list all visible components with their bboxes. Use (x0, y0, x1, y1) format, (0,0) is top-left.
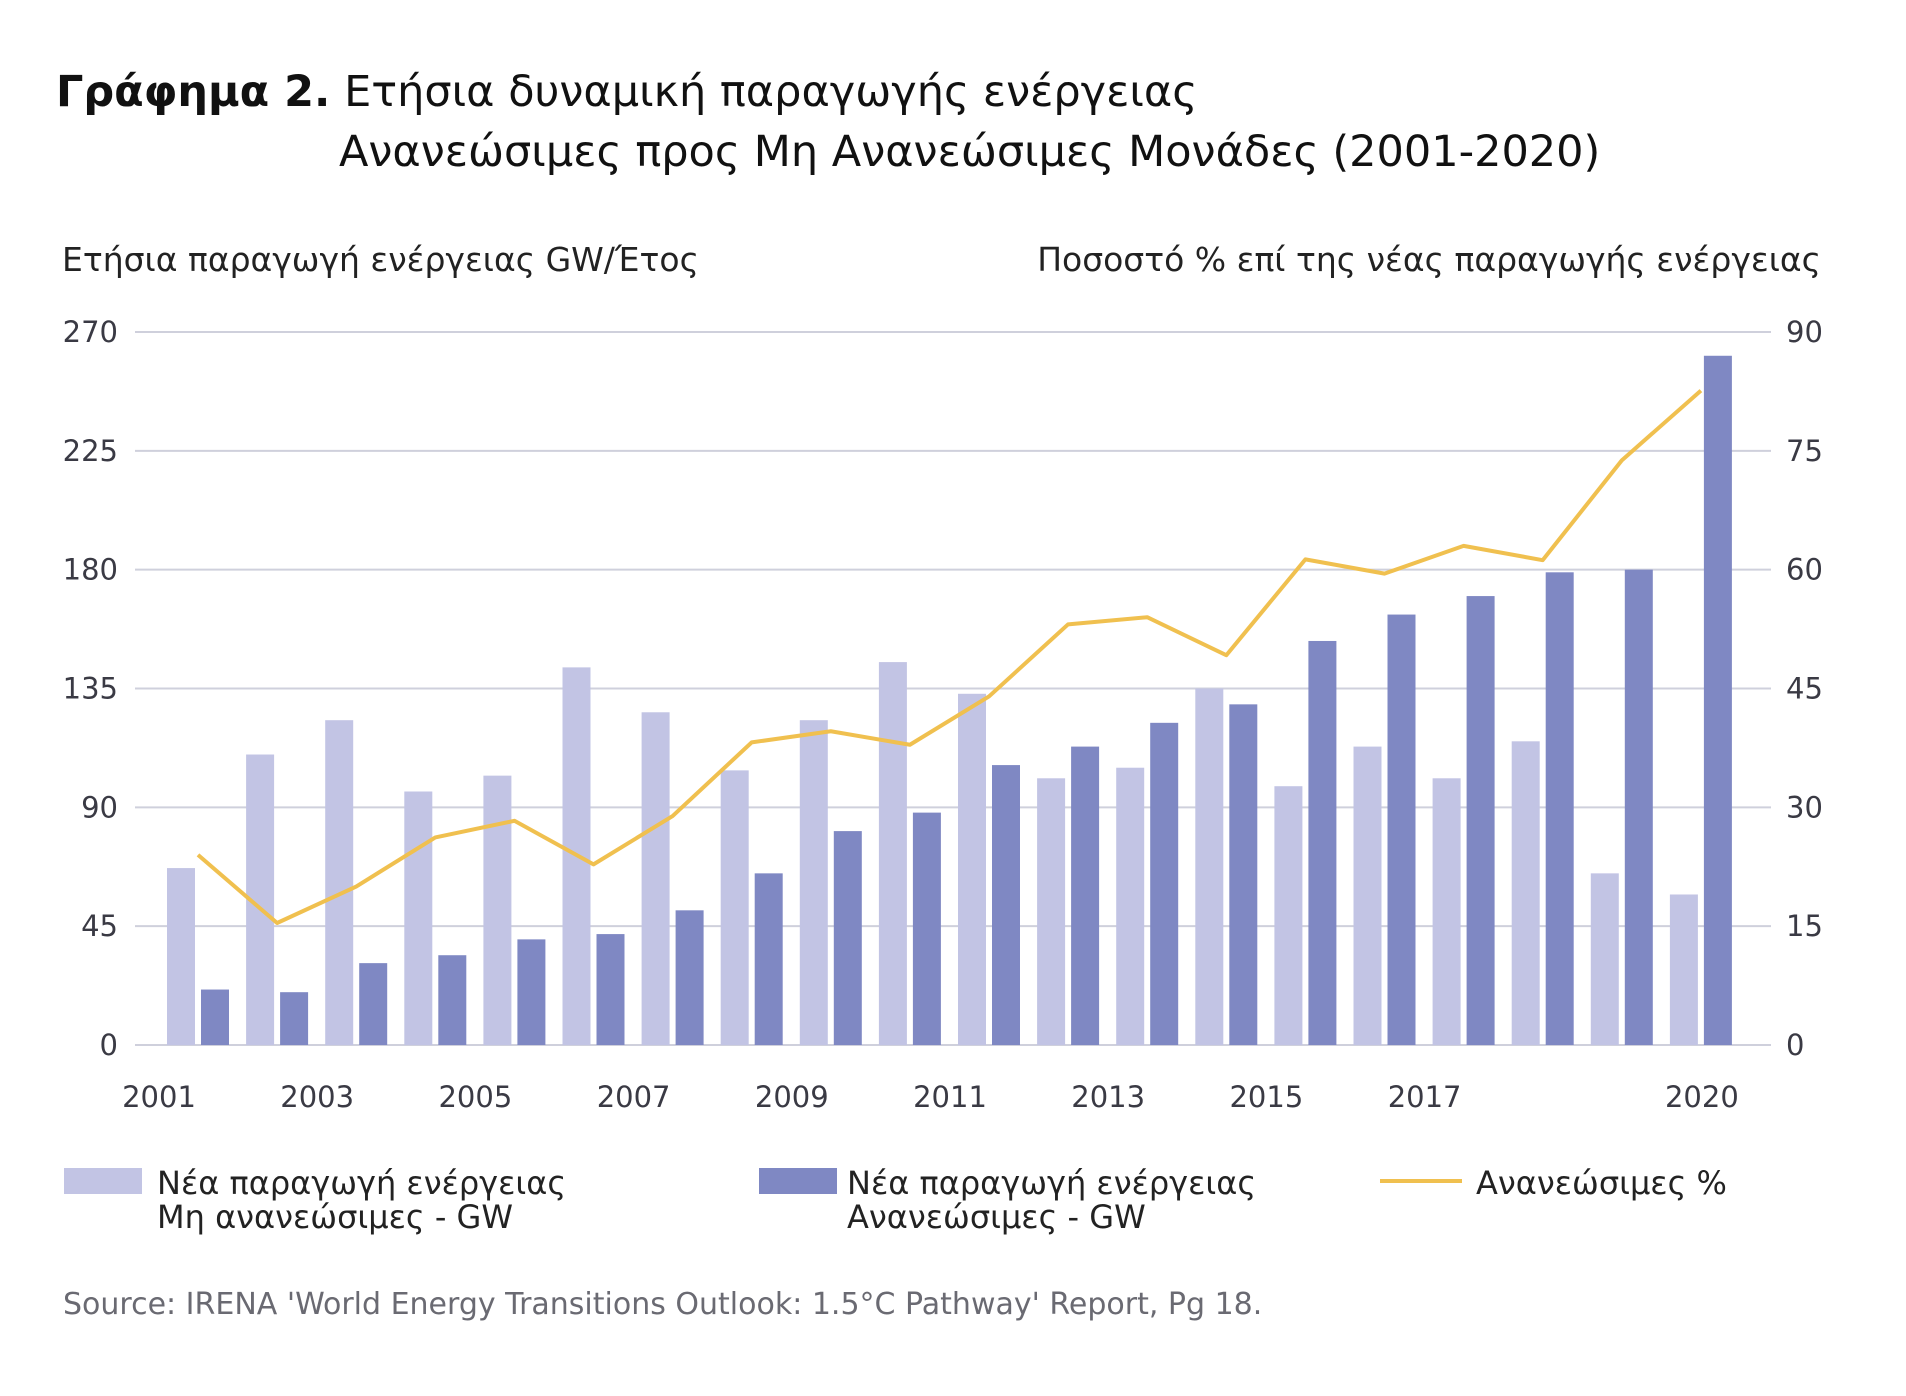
legend-text: Ανανεώσιμες - GW (847, 1198, 1146, 1236)
bar-nonrenewable-2003 (325, 720, 354, 1045)
bar-nonrenewable-2017 (1432, 778, 1461, 1045)
y-tick-left: 135 (63, 672, 118, 706)
left-axis-title: Ετήσια παραγωγή ενέργειας GW/Έτος (62, 240, 699, 279)
x-tick-label: 2020 (1665, 1080, 1739, 1114)
legend-swatch-nonrenewable (64, 1168, 142, 1194)
bar-renewable-2015 (1308, 640, 1337, 1045)
legend-swatch-line (1380, 1179, 1462, 1183)
legend-swatch-renewable (759, 1168, 837, 1194)
bar-renewable-2007 (675, 910, 704, 1045)
bar-renewable-2003 (359, 963, 388, 1045)
right-axis-title: Ποσοστό % επί της νέας παραγωγής ενέργει… (1037, 240, 1821, 279)
bar-renewable-2014 (1229, 704, 1258, 1045)
bar-renewable-2010 (912, 812, 941, 1045)
x-tick-label: 2015 (1229, 1080, 1303, 1114)
y-tick-right: 90 (1786, 315, 1823, 349)
y-tick-right: 30 (1786, 790, 1823, 824)
x-tick-label: 2013 (1071, 1080, 1145, 1114)
chart-title-line1: Ετήσια δυναμική παραγωγής ενέργειας (344, 67, 1198, 117)
bar-renewable-2004 (438, 955, 467, 1045)
bar-renewable-2009 (833, 831, 862, 1045)
x-tick-label: 2011 (913, 1080, 987, 1114)
legend-renewable: Νέα παραγωγή ενέργειας Ανανεώσιμες - GW (847, 1166, 1256, 1234)
x-tick-label: 2009 (755, 1080, 829, 1114)
bar-nonrenewable-2011 (958, 693, 986, 1045)
legend-nonrenewable: Νέα παραγωγή ενέργειας Μη ανανεώσιμες - … (157, 1166, 566, 1234)
bar-nonrenewable-2005 (483, 775, 512, 1045)
bar-renewable-2018 (1545, 572, 1574, 1045)
bar-renewable-2008 (754, 873, 783, 1045)
legend-renewable-pct: Ανανεώσιμες % (1476, 1166, 1727, 1200)
bar-nonrenewable-2004 (404, 791, 433, 1045)
chart-title: Γράφημα 2. Ετήσια δυναμική παραγωγής ενέ… (56, 62, 1600, 182)
legend-text: Νέα παραγωγή ενέργειας (847, 1164, 1257, 1202)
bar-nonrenewable-2014 (1195, 688, 1224, 1045)
x-tick-label: 2005 (438, 1080, 512, 1114)
chart-title-label: Γράφημα 2. (56, 67, 331, 117)
legend-text: Ανανεώσιμες % (1476, 1164, 1727, 1202)
bar-renewable-2012 (1071, 746, 1100, 1045)
bar-renewable-2001 (201, 989, 229, 1045)
bar-renewable-2002 (280, 992, 309, 1045)
bar-renewable-2017 (1466, 596, 1495, 1045)
bar-nonrenewable-2020 (1669, 894, 1698, 1045)
legend-text: Νέα παραγωγή ενέργειας (157, 1164, 567, 1202)
y-tick-right: 15 (1786, 909, 1823, 943)
line-renewable-pct (196, 389, 1703, 925)
y-tick-left: 90 (81, 790, 118, 824)
bar-renewable-2011 (992, 765, 1020, 1045)
bar-renewable-2016 (1387, 614, 1416, 1045)
bar-nonrenewable-2001 (167, 868, 195, 1045)
y-tick-left: 0 (100, 1028, 118, 1062)
chart-title-line2: Ανανεώσιμες προς Μη Ανανεώσιμες Μονάδες … (339, 127, 1601, 177)
y-tick-left: 225 (63, 434, 118, 468)
source-note: Source: IRENA 'World Energy Transitions … (63, 1287, 1263, 1322)
bar-nonrenewable-2019 (1590, 873, 1619, 1045)
x-tick-label: 2017 (1388, 1080, 1462, 1114)
bar-nonrenewable-2008 (720, 770, 749, 1045)
bar-renewable-2019 (1624, 569, 1653, 1045)
bar-nonrenewable-2015 (1274, 786, 1303, 1045)
y-tick-left: 180 (63, 553, 118, 587)
bar-nonrenewable-2012 (1037, 778, 1066, 1045)
legend-text: Μη ανανεώσιμες - GW (157, 1198, 513, 1236)
x-tick-label: 2007 (597, 1080, 671, 1114)
y-tick-left: 45 (81, 909, 118, 943)
y-tick-left: 270 (63, 315, 118, 349)
bar-nonrenewable-2009 (799, 720, 828, 1045)
y-tick-right: 75 (1786, 434, 1823, 468)
bar-renewable-2013 (1150, 722, 1179, 1045)
y-tick-right: 45 (1786, 672, 1823, 706)
bar-renewable-2006 (596, 934, 625, 1045)
bar-nonrenewable-2016 (1353, 746, 1382, 1045)
bar-nonrenewable-2010 (878, 662, 907, 1045)
bar-nonrenewable-2007 (641, 712, 670, 1045)
bar-renewable-2005 (517, 939, 546, 1045)
bar-renewable-2020 (1703, 355, 1732, 1045)
y-tick-right: 60 (1786, 553, 1823, 587)
x-tick-label: 2003 (280, 1080, 354, 1114)
y-tick-right: 0 (1786, 1028, 1804, 1062)
bar-nonrenewable-2013 (1116, 767, 1145, 1045)
bar-nonrenewable-2018 (1511, 741, 1540, 1045)
x-tick-label: 2001 (122, 1080, 196, 1114)
